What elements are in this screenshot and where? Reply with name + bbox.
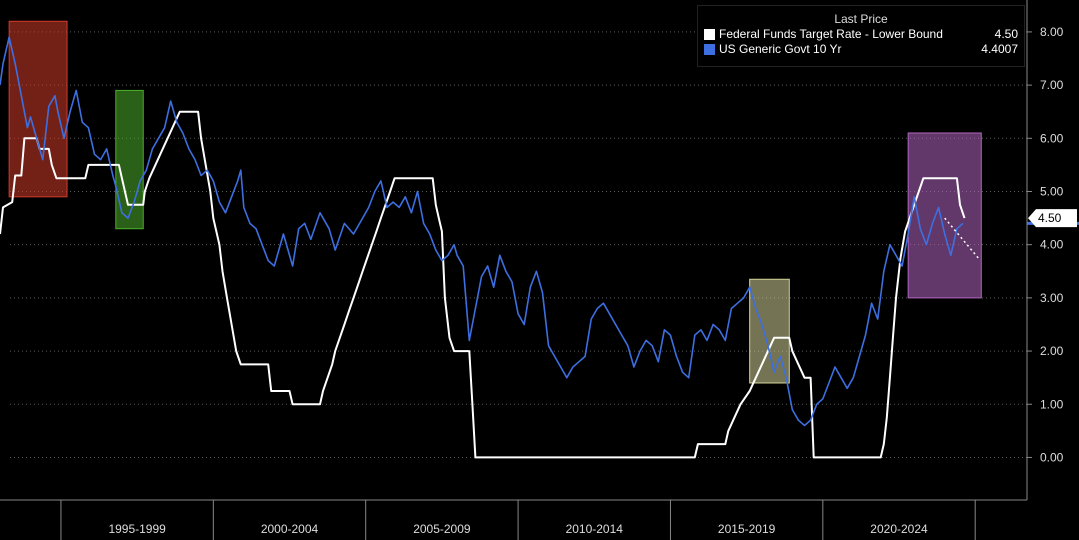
legend-item-fed-funds: Federal Funds Target Rate - Lower Bound …: [698, 27, 1024, 41]
legend-header: Last Price: [834, 12, 888, 26]
last-price-tag-shape: [1028, 209, 1077, 228]
legend-item-10yr: US Generic Govt 10 Yr 4.4007: [698, 42, 1024, 56]
y-tick-label-1.00: 1.00: [1040, 397, 1064, 411]
x-period-label-1995-1999: 1995-1999: [108, 522, 166, 536]
legend-name-fed-funds: Federal Funds Target Rate - Lower Bound: [719, 27, 943, 41]
highlight-box-2: [115, 89, 144, 230]
grid-lines: [10, 31, 1027, 458]
y-tick-label-8.00: 8.00: [1040, 25, 1064, 39]
last-price-tag: 4.50: [1028, 209, 1077, 228]
y-tick-label-4.00: 4.00: [1040, 238, 1064, 252]
projection-line: [944, 217, 979, 259]
y-tick-label-7.00: 7.00: [1040, 78, 1064, 92]
x-period-label-2000-2004: 2000-2004: [261, 522, 319, 536]
x-axis: 1995-1999 2000-2004 2005-2009 2010-2014 2015…: [0, 499, 1027, 540]
highlight-box-4: [907, 132, 982, 299]
legend-value-10yr: 4.4007: [981, 42, 1018, 56]
y-tick-label-3.00: 3.00: [1040, 291, 1064, 305]
highlight-box-1: [8, 20, 68, 198]
ten-year-yield-line: [0, 36, 964, 427]
last-price-tag-label: 4.50: [1038, 211, 1062, 225]
y-tick-label-6.00: 6.00: [1040, 131, 1064, 145]
legend-swatch-10yr: [704, 43, 715, 55]
y-tick-label-0.00: 0.00: [1040, 450, 1064, 464]
x-period-label-2020-2024: 2020-2024: [870, 522, 928, 536]
y-axis: 0.00 1.00 2.00 3.00 4.00 5.00 6.00 7.00 8.00: [1026, 0, 1064, 500]
legend-value-fed-funds: 4.50: [994, 27, 1018, 41]
x-period-label-2005-2009: 2005-2009: [413, 522, 471, 536]
legend-name-10yr: US Generic Govt 10 Yr: [719, 42, 842, 56]
x-period-label-2015-2019: 2015-2019: [718, 522, 776, 536]
y-tick-label-5.00: 5.00: [1040, 184, 1064, 198]
legend-swatch-fed-funds: [704, 28, 715, 40]
y-tick-label-2.00: 2.00: [1040, 344, 1064, 358]
highlight-boxes: [8, 20, 982, 384]
legend: Last Price Federal Funds Target Rate - L…: [697, 5, 1025, 67]
fed-funds-line: [0, 110, 966, 459]
x-period-label-2010-2014: 2010-2014: [566, 522, 624, 536]
